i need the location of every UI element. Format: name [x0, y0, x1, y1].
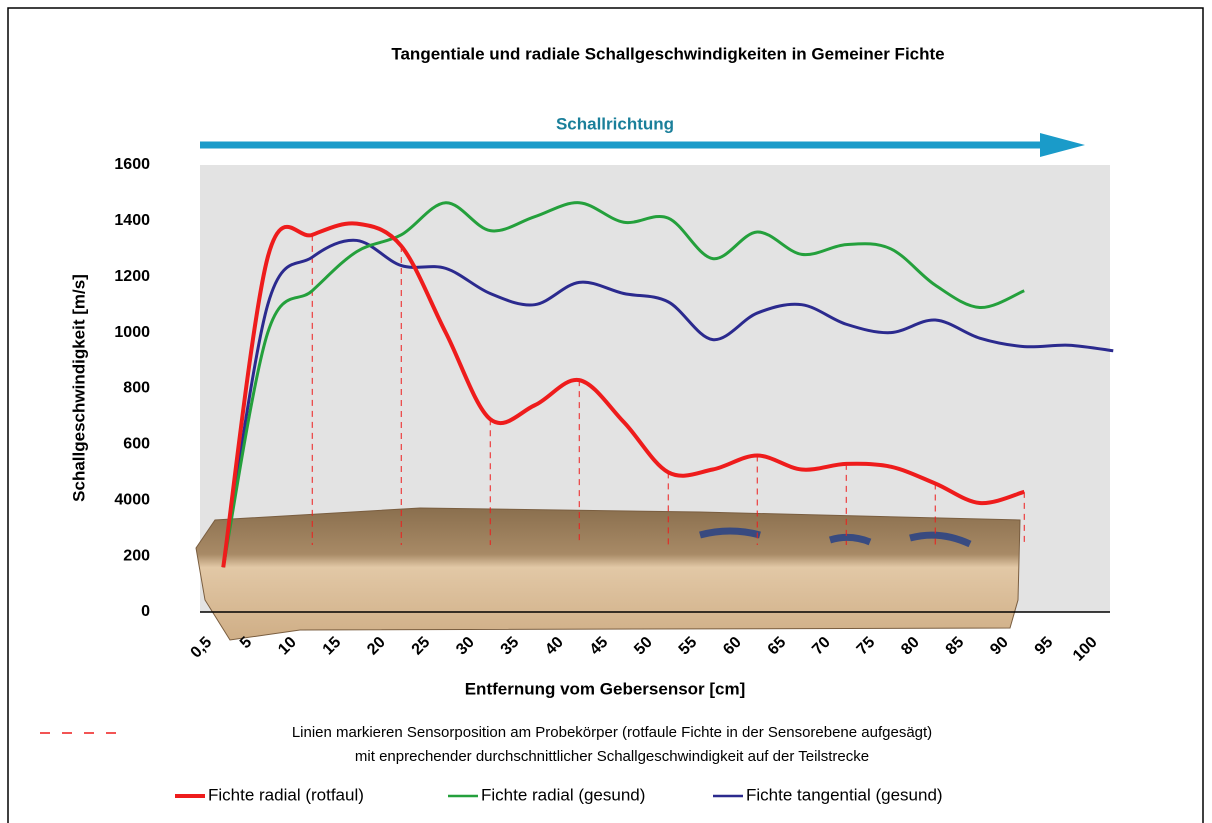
x-tick-label: 15	[320, 634, 345, 659]
x-tick-label: 55	[676, 634, 701, 659]
y-tick-label: 200	[123, 547, 150, 564]
chart-title: Tangentiale und radiale Schallgeschwindi…	[391, 44, 944, 63]
frame	[7, 7, 1204, 823]
x-tick-label: 70	[809, 634, 834, 659]
x-tick-label: 85	[943, 634, 968, 659]
legend-label: Fichte radial (gesund)	[481, 785, 645, 804]
wood-marking	[699, 527, 972, 548]
x-axis-label: Entfernung vom Gebersensor [cm]	[465, 679, 746, 698]
x-tick-label: 0,5	[188, 634, 216, 662]
series-line	[221, 221, 1025, 568]
y-tick-label: 0	[141, 603, 150, 620]
wood-sample	[195, 507, 1021, 641]
x-tick-label: 40	[542, 634, 567, 659]
y-tick-label: 600	[123, 436, 150, 453]
x-tick-label: 65	[765, 634, 790, 659]
y-tick-label: 4000	[114, 491, 150, 508]
x-tick-label: 45	[587, 634, 612, 659]
x-tick-label: 20	[364, 634, 389, 659]
y-tick-label: 1000	[114, 324, 150, 341]
x-tick-label: 80	[898, 634, 923, 659]
x-tick-label: 50	[631, 634, 656, 659]
x-tick-label: 100	[1070, 634, 1101, 665]
y-axis-label: Schallgeschwindigkeit [m/s]	[69, 274, 88, 502]
x-tick-label: 30	[453, 634, 478, 659]
x-tick-label: 25	[409, 634, 434, 659]
arrow-label: Schallrichtung	[556, 114, 674, 133]
x-tick-label: 60	[720, 634, 745, 659]
annotation: mit enprechender durchschnittlicher Scha…	[355, 748, 869, 765]
legend-label: Fichte radial (rotfaul)	[208, 785, 364, 804]
x-tick-label: 95	[1032, 634, 1057, 659]
legend-label: Fichte tangential (gesund)	[746, 785, 943, 804]
x-tick-label: 75	[854, 634, 879, 659]
series-line	[221, 201, 1025, 568]
x-tick-label: 35	[498, 634, 523, 659]
series-line	[221, 238, 1114, 568]
annotation: Linien markieren Sensorposition am Probe…	[292, 724, 932, 741]
y-tick-label: 800	[123, 380, 150, 397]
y-tick-label: 1200	[114, 268, 150, 285]
x-tick-label: 90	[987, 634, 1012, 659]
y-tick-label: 1400	[114, 212, 150, 229]
x-tick-label: 10	[275, 634, 300, 659]
y-tick-label: 1600	[114, 156, 150, 173]
direction-arrow-head	[1040, 133, 1085, 157]
